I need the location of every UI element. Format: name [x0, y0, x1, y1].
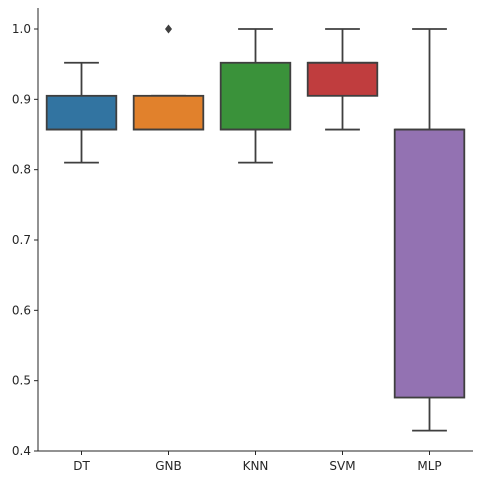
x-tick-label: KNN: [243, 459, 269, 473]
plot-area: [45, 24, 466, 432]
box-dt: [45, 61, 118, 164]
y-tick-label: 0.8: [12, 163, 31, 177]
box-gnb: [132, 24, 205, 131]
x-tick-label: DT: [73, 459, 90, 473]
box-body-mlp: [393, 128, 466, 399]
y-tick-label: 0.7: [12, 233, 31, 247]
box-body-knn: [219, 61, 292, 131]
box-body-svm: [306, 61, 379, 97]
x-tick-label: MLP: [417, 459, 441, 473]
box-knn: [219, 28, 292, 164]
y-tick-label: 1.0: [12, 22, 31, 36]
y-tick-label: 0.9: [12, 92, 31, 106]
y-axis-ticks: 0.4 0.5 0.6 0.7 0.8 0.9 1.0: [12, 22, 38, 458]
y-tick-label: 0.5: [12, 374, 31, 388]
box-body-gnb: [132, 94, 205, 131]
box-mlp: [393, 28, 466, 432]
box-body-dt: [45, 94, 118, 131]
outlier-gnb-0: [165, 24, 172, 34]
x-tick-label: GNB: [155, 459, 182, 473]
y-tick-label: 0.4: [12, 444, 31, 458]
x-tick-label: SVM: [329, 459, 355, 473]
y-tick-label: 0.6: [12, 303, 31, 317]
x-axis-ticks: DT GNB KNN SVM MLP: [73, 451, 442, 473]
box-svm: [306, 28, 379, 131]
